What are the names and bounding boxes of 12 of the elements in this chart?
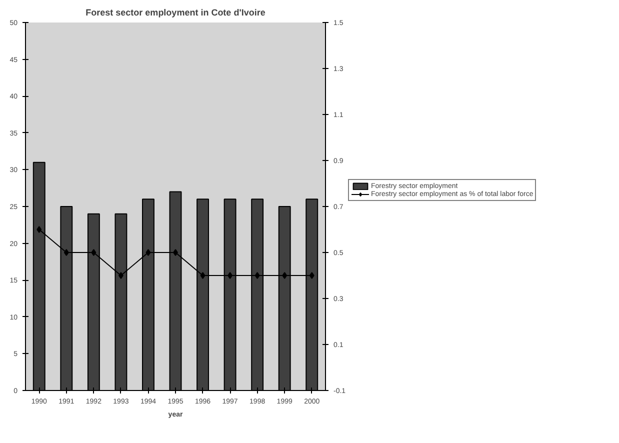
chart-title: Forest sector employment in Cote d'Ivoire: [86, 8, 266, 18]
point: [36, 226, 42, 233]
point: [254, 272, 260, 279]
point: [228, 272, 233, 279]
point: [282, 272, 288, 279]
point: [91, 249, 96, 256]
point: [64, 249, 69, 256]
point: [173, 249, 178, 256]
point: [146, 249, 151, 256]
point: [118, 272, 124, 279]
point: [309, 272, 314, 279]
point: [200, 272, 206, 279]
